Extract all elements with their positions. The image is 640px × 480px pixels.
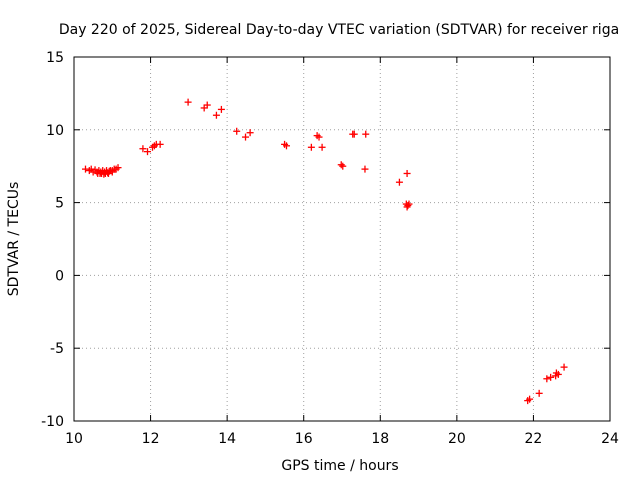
data-point [242,133,250,141]
data-point [395,178,403,186]
y-tick-label: 5 [55,196,64,212]
data-point [404,202,412,210]
x-axis-label: GPS time / hours [281,458,398,474]
data-point [318,143,326,151]
x-tick-label: 20 [448,431,466,447]
data-point [403,169,411,177]
data-point [547,373,555,381]
x-tick-label: 10 [65,431,83,447]
y-axis-label: SDTVAR / TECUs [6,182,22,297]
plot-frame [73,56,611,422]
chart-title: Day 220 of 2025, Sidereal Day-to-day VTE… [59,22,619,38]
data-point [139,145,147,153]
data-point [184,98,192,106]
data-point [560,363,568,371]
data-point [350,130,358,138]
data-point [203,101,211,109]
x-tick-label: 22 [525,431,543,447]
y-tick-label: 0 [55,268,64,284]
data-point [108,168,116,176]
x-tick-label: 14 [218,431,236,447]
data-point [212,111,220,119]
x-tick-label: 12 [142,431,160,447]
y-tick-label: 15 [46,50,64,66]
data-point [144,148,152,156]
x-tick-label: 18 [371,431,389,447]
data-points [81,98,568,405]
axis-ticks: 10 12 14 16 18 20 22 24 -10 -5 0 5 10 15 [41,50,619,447]
data-point [217,105,225,113]
x-tick-label: 24 [601,431,619,447]
data-point [105,167,113,175]
y-tick-label: -5 [50,341,64,357]
y-tick-label: -10 [41,414,64,430]
data-point [535,389,543,397]
y-tick-label: 10 [46,123,64,139]
x-tick-label: 16 [295,431,313,447]
data-point [362,130,370,138]
data-point [114,164,122,172]
data-point [403,203,411,211]
data-point [554,370,562,378]
data-point [315,133,323,141]
data-point [361,165,369,173]
data-point [233,127,241,135]
data-point [156,140,164,148]
data-point [282,142,290,150]
data-point [307,143,315,151]
data-point [526,395,534,403]
data-point [337,161,345,169]
data-point [339,162,347,170]
data-point [543,375,551,383]
data-point [246,129,254,137]
grid [74,57,610,421]
